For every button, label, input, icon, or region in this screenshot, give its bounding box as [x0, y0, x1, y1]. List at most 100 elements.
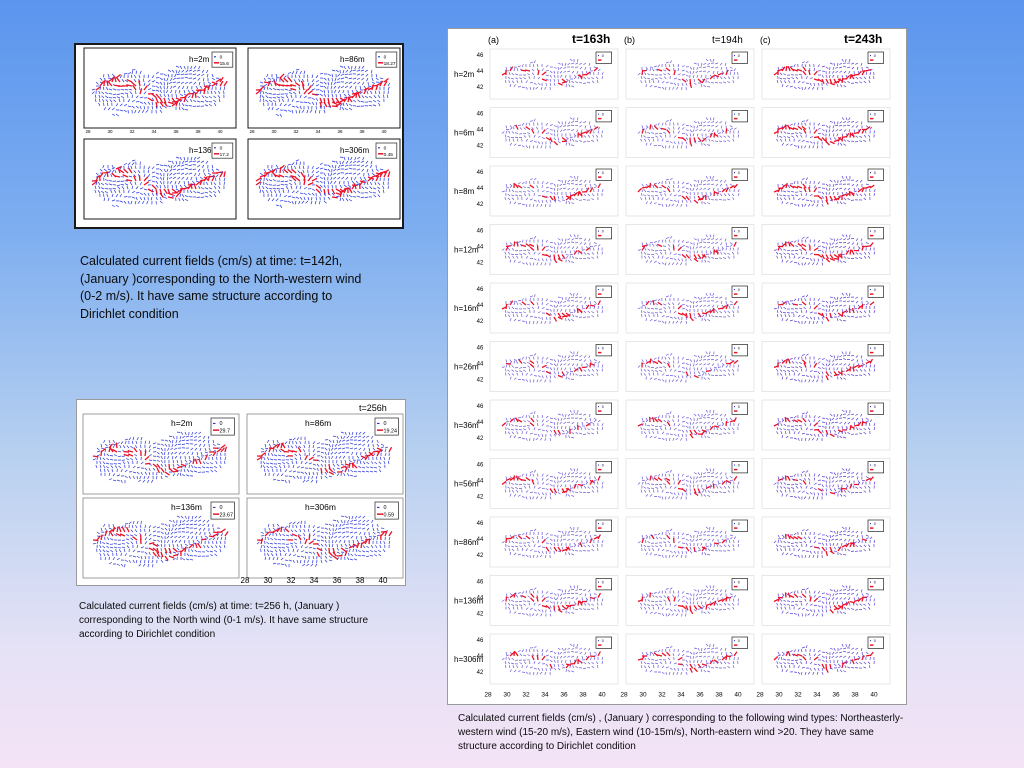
depth-label: h=136m: [171, 502, 202, 512]
vector-legend: 0: [595, 227, 612, 240]
y-tick-label: 44: [477, 654, 484, 660]
x-tick-label: 36: [173, 129, 179, 134]
current-vector-field: [501, 468, 604, 500]
legend-zero: 0: [602, 580, 604, 584]
y-tick-label: 44: [477, 479, 484, 485]
vector-legend: 0: [595, 51, 612, 64]
current-vector-field: [255, 156, 391, 209]
x-tick-label: 36: [832, 692, 840, 699]
y-tick-label: 42: [477, 436, 484, 442]
legend-zero: 0: [738, 463, 740, 467]
x-tick-label: 38: [579, 692, 587, 699]
vector-legend: 0: [595, 636, 612, 649]
current-vector-field: [501, 409, 604, 442]
x-tick-label: 36: [337, 129, 343, 134]
time-label: t=256h: [359, 403, 387, 413]
row-depth-label: h=306m: [454, 655, 483, 664]
current-vector-field: [637, 409, 740, 442]
vector-legend: 0: [731, 578, 748, 591]
vector-legend: 0: [731, 636, 748, 649]
legend-zero: 0: [220, 145, 223, 151]
y-tick-label: 46: [477, 638, 484, 644]
y-tick-label: 46: [477, 580, 484, 586]
x-tick-label: 32: [129, 129, 135, 134]
vector-legend: 0: [731, 344, 748, 357]
vector-legend: 0: [867, 344, 884, 357]
x-tick-label: 28: [620, 692, 628, 699]
y-tick-label: 44: [477, 420, 484, 426]
depth-label: h=86m: [340, 55, 365, 64]
x-tick-label: 32: [522, 692, 530, 699]
current-vector-field: [501, 585, 604, 617]
x-tick-label: 38: [851, 692, 859, 699]
legend-value: 15.6: [220, 61, 230, 67]
current-vector-field: [637, 468, 740, 500]
row-depth-label: h=6m: [454, 129, 475, 138]
x-tick-label: 40: [217, 129, 223, 134]
current-vector-field: [91, 156, 226, 208]
vector-legend: 0: [867, 227, 884, 240]
row-depth-label: h=26m: [454, 363, 479, 372]
x-tick-label: 40: [598, 692, 606, 699]
current-vector-field: [773, 585, 876, 617]
vector-legend: 0: [595, 110, 612, 123]
y-tick-label: 42: [477, 144, 484, 150]
legend-zero: 0: [602, 346, 604, 350]
current-vector-field: [255, 65, 390, 118]
x-tick-label: 40: [734, 692, 742, 699]
legend-zero: 0: [738, 288, 740, 292]
x-tick-label: 40: [379, 576, 388, 585]
vector-legend: 029.7: [210, 417, 235, 436]
vector-legend: 018.27: [375, 51, 398, 68]
legend-zero: 0: [874, 288, 876, 292]
legend-zero: 0: [602, 112, 604, 116]
legend-zero: 0: [874, 112, 876, 116]
current-vector-field: [773, 234, 876, 266]
y-tick-label: 44: [477, 362, 484, 368]
vector-legend: 0: [867, 402, 884, 415]
x-tick-label: 28: [249, 129, 255, 134]
y-tick-label: 42: [477, 378, 484, 384]
y-tick-label: 42: [477, 553, 484, 559]
depth-label: h=306m: [305, 502, 336, 512]
row-depth-label: h=12m: [454, 246, 479, 255]
x-tick-label: 38: [715, 692, 723, 699]
current-vector-field: [637, 175, 740, 207]
map-panel: [83, 47, 237, 129]
legend-value: 19.24: [384, 428, 398, 434]
vector-legend: 0: [867, 168, 884, 181]
y-tick-label: 42: [477, 495, 484, 501]
legend-zero: 0: [220, 54, 223, 60]
x-tick-label: 38: [359, 129, 365, 134]
vector-legend: 0: [867, 285, 884, 298]
x-tick-label: 36: [696, 692, 704, 699]
column-time-label: t=194h: [712, 35, 743, 46]
vector-legend: 0: [595, 461, 612, 474]
legend-zero: 0: [738, 171, 740, 175]
y-tick-label: 46: [477, 404, 484, 410]
vector-legend: 0: [595, 344, 612, 357]
current-vector-field: [773, 117, 875, 149]
legend-zero: 0: [602, 171, 604, 175]
vector-legend: 0: [731, 51, 748, 64]
vector-legend: 0: [731, 227, 748, 240]
x-tick-label: 40: [870, 692, 878, 699]
legend-zero: 0: [874, 54, 876, 58]
x-tick-label: 32: [287, 576, 296, 585]
vector-legend: 0: [731, 519, 748, 532]
vector-legend: 0: [867, 51, 884, 64]
y-tick-label: 44: [477, 245, 484, 251]
vector-legend: 0: [731, 168, 748, 181]
legend-value: 29.7: [220, 428, 231, 434]
vector-legend: 0: [731, 285, 748, 298]
current-vector-field: [637, 643, 739, 676]
vector-legend: 023.67: [210, 501, 235, 520]
x-tick-label: 40: [381, 129, 387, 134]
vector-legend: 015.6: [211, 51, 234, 68]
y-tick-label: 46: [477, 112, 484, 118]
x-tick-label: 30: [271, 129, 277, 134]
current-vector-field: [637, 58, 739, 91]
x-tick-label: 34: [541, 692, 549, 699]
x-tick-label: 32: [293, 129, 299, 134]
current-vector-field: [637, 351, 740, 383]
